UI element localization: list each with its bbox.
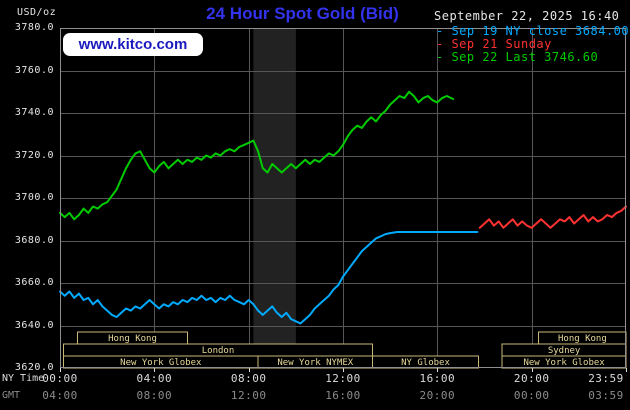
y-tick-label: 3700.0 [14, 192, 54, 203]
y-tick-label: 3640.0 [14, 320, 54, 331]
x-tick-gmt-label: 04:00 [42, 389, 78, 402]
x-tick-gmt-label: 08:00 [136, 389, 173, 402]
session-label: New York Globex [120, 358, 202, 368]
x-tick-ny-label: 08:00 [230, 372, 267, 385]
x-tick-ny-label: 04:00 [136, 372, 173, 385]
x-tick-ny-label: 12:00 [325, 372, 361, 385]
session-label: London [202, 346, 235, 356]
gmt-axis-label: GMT [2, 390, 21, 401]
session-label: Sydney [548, 346, 581, 356]
legend-item: - Sep 19 NY close 3684.00 [436, 24, 630, 38]
x-tick-gmt-label: 16:00 [325, 389, 361, 402]
x-tick-gmt-label: 20:00 [419, 389, 456, 402]
x-tick-ny-label: 23:59 [588, 372, 624, 385]
y-tick-label: 3780.0 [14, 22, 54, 33]
session-box: NY Globex [372, 355, 480, 369]
session-box: London [63, 343, 373, 357]
session-box: Hong Kong [77, 331, 188, 345]
session-label: NY Globex [401, 358, 450, 368]
legend-item: - Sep 21 Sunday [436, 37, 552, 51]
series-sep-22-last [59, 90, 455, 221]
session-box: New York Globex [501, 355, 627, 369]
ny-time-axis-label: NY Time [2, 373, 45, 384]
plot-border [60, 28, 626, 368]
session-box: Sydney [501, 343, 627, 357]
y-tick-label: 3620.0 [14, 362, 54, 373]
y-tick-label: 3760.0 [14, 65, 54, 76]
x-tick-gmt-label: 12:00 [230, 389, 267, 402]
chart-title: 24 Hour Spot Gold (Bid) [206, 4, 399, 23]
kitco-watermark-link[interactable]: www.kitco.com [63, 33, 203, 56]
x-tick-gmt-label: 03:59 [588, 389, 624, 402]
y-tick-label: 3680.0 [14, 235, 54, 246]
y-tick-label: 3660.0 [14, 277, 54, 288]
legend: - Sep 19 NY close 3684.00- Sep 21 Sunday… [436, 25, 629, 64]
series-sep-19-ny-close [59, 231, 479, 325]
x-tick-gmt-label: 00:00 [513, 389, 550, 402]
session-label: Hong Kong [108, 334, 157, 344]
session-label: New York Globex [523, 358, 605, 368]
y-tick-label: 3740.0 [14, 107, 54, 118]
x-tick-ny-label: 16:00 [419, 372, 456, 385]
session-label: Hong Kong [558, 334, 607, 344]
y-tick-label: 3720.0 [14, 150, 54, 161]
legend-item: - Sep 22 Last 3746.60 [436, 50, 599, 64]
price-unit-label: USD/oz [17, 7, 57, 18]
datetime-label: September 22, 2025 16:40 [434, 9, 620, 23]
session-label: New York NYMEX [277, 358, 353, 368]
session-box: New York NYMEX [257, 355, 374, 369]
series-sep-21-sunday [478, 205, 627, 229]
session-box: New York Globex [63, 355, 259, 369]
x-tick-ny-label: 00:00 [42, 372, 78, 385]
session-box: Hong Kong [538, 331, 627, 345]
x-tick-ny-label: 20:00 [513, 372, 550, 385]
